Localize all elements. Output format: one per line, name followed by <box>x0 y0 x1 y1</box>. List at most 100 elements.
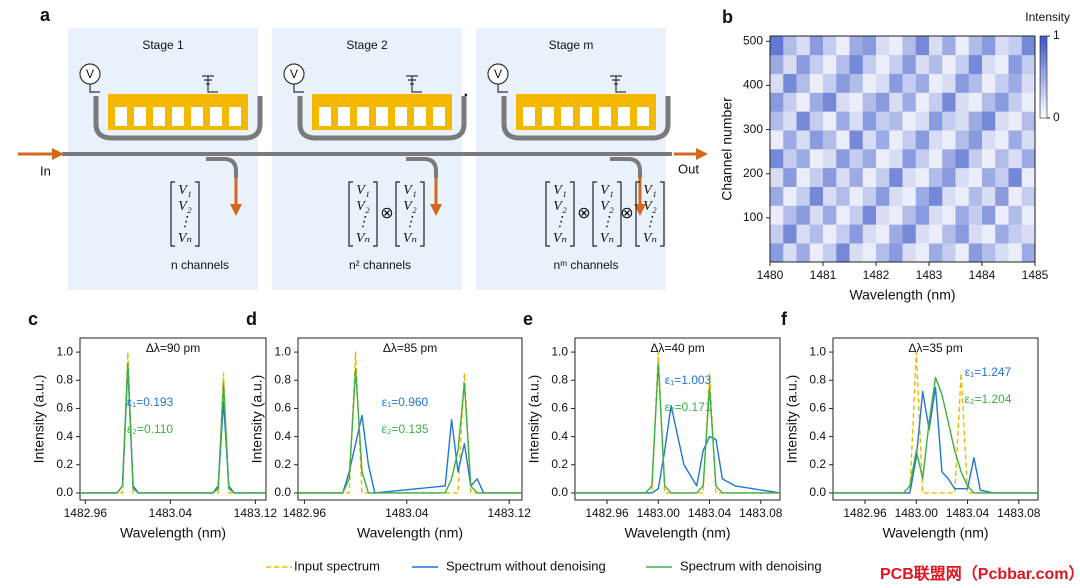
heatmap-cell <box>955 54 970 74</box>
heater-slot <box>637 107 649 126</box>
heatmap-cell <box>809 130 824 150</box>
heatmap-cell <box>995 167 1009 187</box>
y-tick-label: 1.0 <box>56 344 73 358</box>
heatmap-cell <box>876 186 890 206</box>
heatmap-cell <box>995 224 1009 244</box>
stage-title: Stage 2 <box>346 38 388 52</box>
y-axis-label: Channel number <box>719 97 735 201</box>
heatmap-cell <box>1008 111 1023 131</box>
plot-frame <box>574 337 781 501</box>
heatmap-cell <box>942 224 956 244</box>
tensor-product: ⊗ <box>620 205 633 222</box>
heater-slot <box>153 107 165 126</box>
plot-frame <box>297 337 523 501</box>
heatmap-cell <box>862 224 877 244</box>
heatmap-cell <box>836 243 850 263</box>
heatmap-cell <box>836 54 850 74</box>
heatmap-cell <box>889 149 903 169</box>
x-tick-label: 1485 <box>1022 268 1049 282</box>
x-axis-label: Wavelength (nm) <box>624 525 730 541</box>
y-tick-label: 0.2 <box>809 457 826 471</box>
heatmap-cell <box>995 130 1009 150</box>
heatmap-cell <box>770 186 784 206</box>
y-tick-label: 0.6 <box>274 401 291 415</box>
spectrum-line <box>833 386 1038 494</box>
heater-slot <box>561 107 573 126</box>
heatmap-cell <box>1021 167 1036 187</box>
heatmap-cell <box>1008 54 1023 74</box>
vector-entry: Vₙ <box>553 231 568 246</box>
heatmap-cell <box>1008 205 1023 225</box>
vector-entry: Vₙ <box>403 231 418 246</box>
heatmap-cell <box>783 167 797 187</box>
heatmap-cell <box>783 111 797 131</box>
vector-entry: ⋮ <box>553 215 567 230</box>
y-tick-label: 0.4 <box>274 429 291 443</box>
heater-slot <box>523 107 535 126</box>
vector-entry: V₂ <box>356 199 370 214</box>
y-tick-label: 0.4 <box>809 429 826 443</box>
heatmap-cell <box>783 92 797 112</box>
heatmap-cell <box>902 130 917 150</box>
legend-label: Spectrum without denoising <box>446 558 606 573</box>
heatmap-cell <box>982 149 996 169</box>
plot-frame <box>79 337 267 501</box>
output-label: Out <box>678 161 699 176</box>
heatmap-cell <box>823 149 837 169</box>
plot-frame <box>769 35 1036 263</box>
heatmap-cell <box>836 92 850 112</box>
heatmap-cell <box>849 224 864 244</box>
heatmap-cell <box>862 130 877 150</box>
x-tick-label: 1483 <box>916 268 943 282</box>
heater-slot <box>376 107 388 126</box>
heatmap-cell <box>796 224 811 244</box>
heatmap-cell <box>849 186 864 206</box>
heatmap-cell <box>862 243 877 263</box>
heatmap-cell <box>823 73 837 93</box>
watermark: PCB联盟网（Pcbbar.com） <box>880 565 1080 583</box>
x-axis-label: Wavelength (nm) <box>357 525 463 541</box>
x-tick-label: 1483.04 <box>688 506 732 520</box>
heatmap-cell <box>783 205 797 225</box>
vector-entry: V₂ <box>553 199 567 214</box>
panel-label: b <box>722 7 733 27</box>
x-axis-label: Wavelength (nm) <box>120 525 226 541</box>
vector-entry: V₁ <box>553 183 566 198</box>
stage-title: Stage 1 <box>142 38 184 52</box>
heatmap-cell <box>770 54 784 74</box>
heatmap-cell <box>902 149 917 169</box>
heatmap-cell <box>783 73 797 93</box>
heatmap-cell <box>809 186 824 206</box>
y-tick-label: 400 <box>743 78 763 92</box>
heatmap-cell <box>929 186 943 206</box>
heatmap-cell <box>915 149 930 169</box>
heatmap-cell <box>796 54 811 74</box>
heatmap-cell <box>809 73 824 93</box>
heatmap-cell <box>809 243 824 263</box>
heatmap-cell <box>942 73 956 93</box>
ground <box>406 75 422 93</box>
heatmap-cell <box>982 111 996 131</box>
y-tick-label: 0.2 <box>274 457 291 471</box>
heatmap-cell <box>862 149 877 169</box>
heatmap-cell <box>889 111 903 131</box>
heatmap-cell <box>942 92 956 112</box>
legend-label: Spectrum with denoising <box>680 558 822 573</box>
tensor-product: ⊗ <box>577 205 590 222</box>
heatmap-cell <box>955 111 970 131</box>
spectrum-line <box>80 362 266 494</box>
heatmap-cell <box>823 92 837 112</box>
heatmap-cell <box>942 111 956 131</box>
y-tick-label: 0.6 <box>56 401 73 415</box>
heatmap-cell <box>915 224 930 244</box>
heatmap-cell <box>968 205 983 225</box>
x-tick-label: 1481 <box>810 268 837 282</box>
heatmap-cell <box>968 186 983 206</box>
chart-title: Δλ=85 pm <box>383 341 437 355</box>
heatmap-cell <box>770 149 784 169</box>
heatmap-cell <box>889 92 903 112</box>
vector-entry: Vₙ <box>178 231 193 246</box>
heatmap-cell <box>876 36 890 56</box>
y-tick-label: 0.8 <box>551 372 568 386</box>
heatmap-cell <box>902 36 917 56</box>
